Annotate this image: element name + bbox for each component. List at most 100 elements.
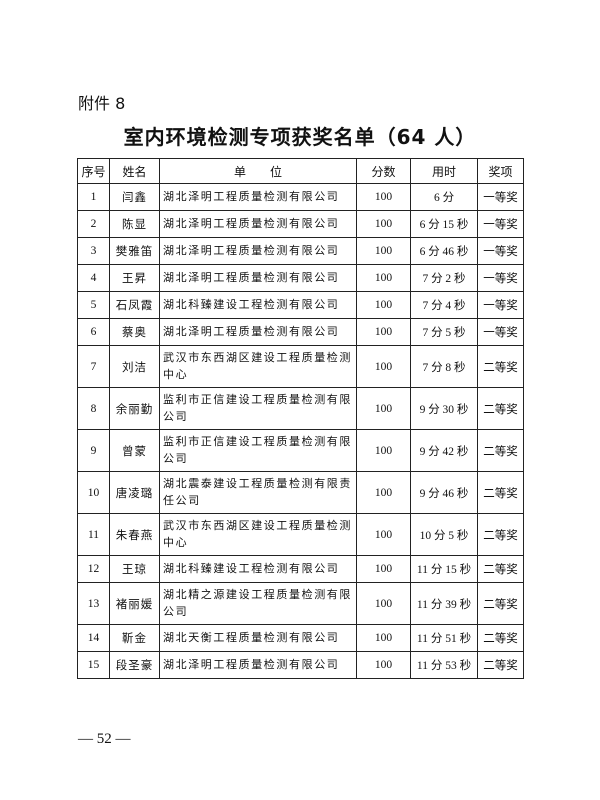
header-name: 姓名 xyxy=(109,158,160,184)
cell-time-used: 7 分 5 秒 xyxy=(410,318,478,346)
table-row: 12 王琼 湖北科臻建设工程检测有限公司 100 11 分 15 秒二等奖 xyxy=(77,555,524,583)
cell-name: 曾蒙 xyxy=(109,429,160,472)
cell-score: 100 xyxy=(356,387,411,430)
document-title: 室内环境检测专项获奖名单（64 人） xyxy=(123,125,477,149)
cell-row-number: 4 xyxy=(77,264,110,292)
cell-award: 一等奖 xyxy=(477,237,524,265)
cell-unit: 武汉市东西湖区建设工程质量检测中心 xyxy=(159,345,357,388)
cell-award: 一等奖 xyxy=(477,210,524,238)
cell-award: 一等奖 xyxy=(477,291,524,319)
cell-row-number: 8 xyxy=(77,387,110,430)
cell-award: 一等奖 xyxy=(477,318,524,346)
cell-award: 二等奖 xyxy=(477,387,524,430)
cell-award: 二等奖 xyxy=(477,429,524,472)
cell-award: 二等奖 xyxy=(477,513,524,556)
cell-award: 二等奖 xyxy=(477,345,524,388)
cell-award: 二等奖 xyxy=(477,582,524,625)
table-row: 13 褚丽媛 湖北精之源建设工程质量检测有限公司 100 11 分 39 秒二等奖 xyxy=(77,582,524,625)
table-row: 9 曾蒙 监利市正信建设工程质量检测有限公司 100 9 分 42 秒二等奖 xyxy=(77,429,524,472)
table-row: 6 蔡奥 湖北泽明工程质量检测有限公司 100 7 分 5 秒一等奖 xyxy=(77,318,524,346)
cell-award: 一等奖 xyxy=(477,264,524,292)
cell-score: 100 xyxy=(356,555,411,583)
header-time: 用时 xyxy=(410,158,478,184)
cell-unit: 湖北天衡工程质量检测有限公司 xyxy=(159,624,357,652)
cell-row-number: 3 xyxy=(77,237,110,265)
cell-score: 100 xyxy=(356,183,411,211)
cell-row-number: 6 xyxy=(77,318,110,346)
table-row: 1 闫鑫 湖北泽明工程质量检测有限公司 100 6 分一等奖 xyxy=(77,183,524,211)
cell-score: 100 xyxy=(356,345,411,388)
cell-name: 朱春燕 xyxy=(109,513,160,556)
cell-name: 靳金 xyxy=(109,624,160,652)
cell-unit: 湖北泽明工程质量检测有限公司 xyxy=(159,237,357,265)
cell-time-used: 9 分 46 秒 xyxy=(410,471,478,514)
cell-row-number: 1 xyxy=(77,183,110,211)
cell-unit: 武汉市东西湖区建设工程质量检测中心 xyxy=(159,513,357,556)
cell-score: 100 xyxy=(356,291,411,319)
cell-name: 褚丽媛 xyxy=(109,582,160,625)
header-score: 分数 xyxy=(356,158,411,184)
cell-score: 100 xyxy=(356,651,411,679)
cell-row-number: 13 xyxy=(77,582,110,625)
cell-score: 100 xyxy=(356,237,411,265)
cell-score: 100 xyxy=(356,210,411,238)
cell-unit: 湖北震泰建设工程质量检测有限责任公司 xyxy=(159,471,357,514)
cell-award: 二等奖 xyxy=(477,651,524,679)
cell-unit: 湖北泽明工程质量检测有限公司 xyxy=(159,651,357,679)
table-row: 7 刘洁 武汉市东西湖区建设工程质量检测中心 100 7 分 8 秒二等奖 xyxy=(77,345,524,388)
cell-time-used: 11 分 51 秒 xyxy=(410,624,478,652)
cell-time-used: 10 分 5 秒 xyxy=(410,513,478,556)
cell-time-used: 11 分 53 秒 xyxy=(410,651,478,679)
table-row: 11 朱春燕 武汉市东西湖区建设工程质量检测中心 100 10 分 5 秒二等奖 xyxy=(77,513,524,556)
cell-award: 一等奖 xyxy=(477,183,524,211)
cell-time-used: 11 分 39 秒 xyxy=(410,582,478,625)
table-row: 4 王昇 湖北泽明工程质量检测有限公司 100 7 分 2 秒一等奖 xyxy=(77,264,524,292)
header-no: 序号 xyxy=(77,158,110,184)
cell-score: 100 xyxy=(356,471,411,514)
cell-row-number: 11 xyxy=(77,513,110,556)
cell-time-used: 9 分 42 秒 xyxy=(410,429,478,472)
cell-name: 唐凌璐 xyxy=(109,471,160,514)
cell-unit: 湖北科臻建设工程检测有限公司 xyxy=(159,291,357,319)
cell-row-number: 5 xyxy=(77,291,110,319)
cell-name: 段圣豪 xyxy=(109,651,160,679)
cell-row-number: 15 xyxy=(77,651,110,679)
page-number: — 52 — xyxy=(78,731,131,747)
cell-score: 100 xyxy=(356,264,411,292)
header-award: 奖项 xyxy=(477,158,524,184)
cell-award: 二等奖 xyxy=(477,555,524,583)
table-row: 15 段圣豪 湖北泽明工程质量检测有限公司 100 11 分 53 秒二等奖 xyxy=(77,651,524,679)
cell-time-used: 6 分 46 秒 xyxy=(410,237,478,265)
cell-unit: 湖北泽明工程质量检测有限公司 xyxy=(159,183,357,211)
cell-score: 100 xyxy=(356,582,411,625)
cell-award: 二等奖 xyxy=(477,471,524,514)
cell-row-number: 14 xyxy=(77,624,110,652)
cell-time-used: 6 分 15 秒 xyxy=(410,210,478,238)
cell-unit: 湖北精之源建设工程质量检测有限公司 xyxy=(159,582,357,625)
cell-name: 余丽勤 xyxy=(109,387,160,430)
cell-unit: 湖北科臻建设工程检测有限公司 xyxy=(159,555,357,583)
cell-row-number: 10 xyxy=(77,471,110,514)
cell-name: 陈显 xyxy=(109,210,160,238)
cell-row-number: 12 xyxy=(77,555,110,583)
cell-score: 100 xyxy=(356,624,411,652)
cell-time-used: 7 分 4 秒 xyxy=(410,291,478,319)
cell-unit: 湖北泽明工程质量检测有限公司 xyxy=(159,264,357,292)
cell-name: 闫鑫 xyxy=(109,183,160,211)
cell-name: 石凤霞 xyxy=(109,291,160,319)
table-row: 10 唐凌璐 湖北震泰建设工程质量检测有限责任公司 100 9 分 46 秒二等奖 xyxy=(77,471,524,514)
cell-score: 100 xyxy=(356,513,411,556)
cell-time-used: 11 分 15 秒 xyxy=(410,555,478,583)
cell-time-used: 7 分 8 秒 xyxy=(410,345,478,388)
cell-award: 二等奖 xyxy=(477,624,524,652)
cell-row-number: 2 xyxy=(77,210,110,238)
attachment-label: 附件 8 xyxy=(78,94,126,113)
cell-unit: 监利市正信建设工程质量检测有限公司 xyxy=(159,429,357,472)
cell-time-used: 6 分 xyxy=(410,183,478,211)
table-row: 5 石凤霞 湖北科臻建设工程检测有限公司 100 7 分 4 秒一等奖 xyxy=(77,291,524,319)
cell-unit: 监利市正信建设工程质量检测有限公司 xyxy=(159,387,357,430)
cell-row-number: 9 xyxy=(77,429,110,472)
cell-row-number: 7 xyxy=(77,345,110,388)
cell-score: 100 xyxy=(356,429,411,472)
award-table: 序号 姓名 单 位 分数 用时 奖项 1 闫鑫 湖北泽明工程质量检测有限公司 100 6… xyxy=(77,158,524,679)
